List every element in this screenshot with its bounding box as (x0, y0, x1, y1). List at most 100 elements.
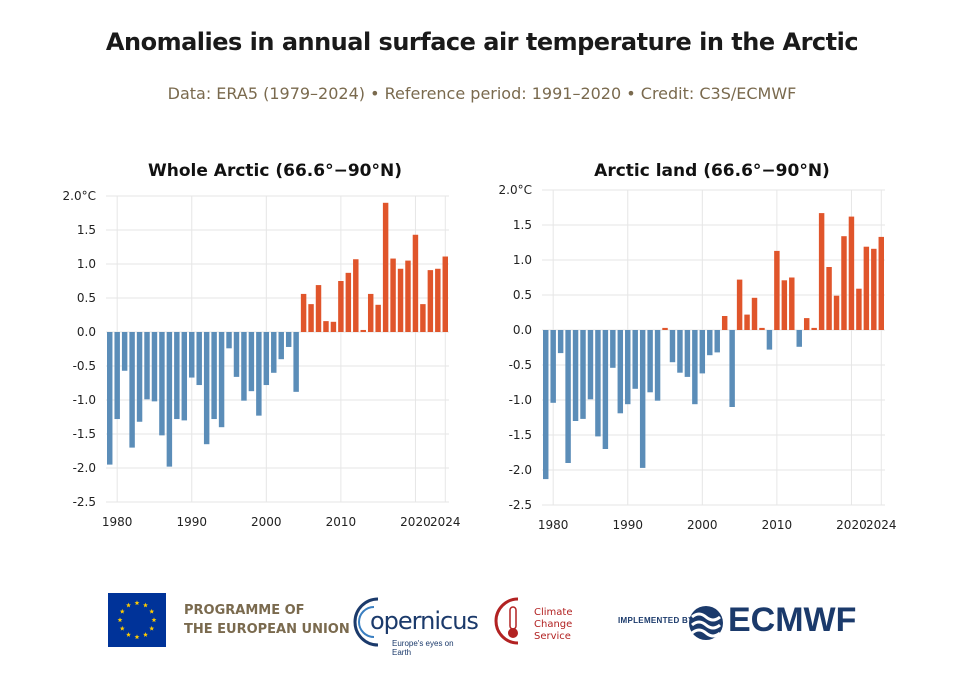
bar-2013 (360, 329, 366, 332)
bar-1999 (692, 330, 698, 405)
bar-2013 (796, 330, 802, 347)
eu-star-icon (119, 608, 125, 614)
bar-1987 (166, 332, 173, 467)
eu-star-icon (134, 600, 140, 606)
bar-2005 (736, 279, 743, 330)
eu-star-icon (143, 602, 148, 608)
y-tick-label: -0.5 (509, 358, 532, 372)
bar-1979 (107, 332, 113, 465)
c3s-logo: Climate Change Service (494, 593, 594, 649)
bar-2000 (699, 330, 706, 374)
bar-1990 (189, 332, 195, 378)
chart-title: Whole Arctic (66.6°−90°N) (148, 161, 402, 181)
chart-arctic-land: Arctic land (66.6°−90°N) 2.0°C 1.5 1.0 0.5 0.… (499, 161, 897, 532)
y-tick-label: 0.0 (513, 323, 532, 337)
y-tick-label: 1.0 (77, 257, 96, 271)
eu-flag-icon (108, 593, 166, 647)
x-tick-label: 2024 (430, 515, 461, 529)
bar-2014 (803, 318, 810, 330)
bar-2001 (271, 332, 277, 373)
y-tick-label: 1.0 (513, 253, 532, 267)
x-tick-label: 2000 (687, 518, 718, 532)
bar-1997 (241, 332, 247, 401)
chart-title: Arctic land (66.6°−90°N) (594, 161, 830, 181)
bar-1988 (610, 330, 616, 368)
y-tick-label: -1.5 (509, 428, 532, 442)
y-tick-label: -2.0 (73, 461, 96, 475)
x-tick-label: 1980 (538, 518, 569, 532)
bar-2012 (353, 259, 359, 332)
footer-logos: PROGRAMME OF THE EUROPEAN UNION opernicu… (0, 585, 964, 665)
bar-2019 (405, 260, 411, 332)
bar-1992 (639, 330, 646, 468)
bar-2000 (263, 332, 270, 386)
bar-2010 (774, 250, 780, 330)
bar-1982 (129, 332, 135, 448)
copernicus-tagline: Europe's eyes on Earth (392, 639, 454, 657)
subtitle: Data: ERA5 (1979–2024) • Reference perio… (167, 84, 797, 103)
bar-1990 (625, 330, 631, 405)
bar-2024 (442, 256, 448, 332)
bar-2016 (818, 213, 825, 330)
eu-star-icon (151, 617, 157, 623)
x-tick-label: 2020 (400, 515, 431, 529)
bar-1995 (226, 332, 232, 349)
thermometer-icon (494, 597, 519, 645)
bar-2022 (427, 270, 434, 332)
eu-star-icon (126, 632, 131, 637)
copernicus-c-icon (353, 597, 379, 647)
bar-1991 (196, 332, 202, 386)
bar-2023 (435, 268, 441, 332)
eu-star-icon (143, 632, 148, 637)
bar-2023 (871, 248, 877, 330)
eu-star-icon (117, 617, 123, 623)
bar-2004 (729, 330, 735, 407)
eu-star-icon (134, 634, 140, 640)
bar-2018 (397, 268, 404, 332)
x-tick-label: 2010 (326, 515, 357, 529)
bar-2008 (759, 327, 765, 330)
ecmwf-waves-icon (689, 606, 723, 640)
bar-1996 (233, 332, 240, 377)
bar-2003 (285, 332, 292, 347)
bar-2006 (744, 314, 750, 330)
bar-1996 (669, 330, 676, 363)
bar-1986 (595, 330, 601, 437)
bar-1997 (677, 330, 683, 373)
bar-1999 (256, 332, 262, 416)
bar-1991 (632, 330, 638, 389)
y-tick-label: 0.5 (513, 288, 532, 302)
bar-2015 (811, 327, 817, 330)
y-tick-label: -0.5 (73, 359, 96, 373)
main-title: Anomalies in annual surface air temperat… (105, 28, 859, 56)
copernicus-logo: opernicus Europe's eyes on Earth (348, 589, 479, 657)
bar-1984 (580, 330, 586, 419)
y-tick-label: 2.0°C (63, 189, 96, 203)
bar-1987 (602, 330, 609, 449)
bar-2006 (308, 304, 314, 332)
bar-1984 (144, 332, 150, 400)
x-tick-label: 1980 (102, 515, 133, 529)
y-tick-label: -1.0 (73, 393, 96, 407)
bar-2002 (278, 332, 284, 360)
charts-canvas: Whole Arctic (66.6°−90°N) 2.0°C 1.5 1.0 0.5 0… (63, 161, 897, 532)
ecmwf-wordmark: ECMWF (728, 601, 857, 639)
bar-1994 (218, 332, 225, 428)
bar-1989 (181, 332, 188, 421)
y-tick-label: 0.5 (77, 291, 96, 305)
chart-whole-arctic: Whole Arctic (66.6°−90°N) 2.0°C 1.5 1.0 0.5 0… (63, 161, 461, 529)
bar-1982 (565, 330, 571, 463)
y-tick-label: 0.0 (77, 325, 96, 339)
bar-2009 (766, 330, 773, 350)
y-tick-label: 2.0°C (499, 183, 532, 197)
bar-1998 (684, 330, 691, 377)
bar-2001 (707, 330, 713, 356)
x-tick-label: 1990 (176, 515, 207, 529)
bar-1983 (572, 330, 579, 421)
eu-text-line1: PROGRAMME OF (184, 603, 305, 618)
bar-1981 (121, 332, 128, 371)
y-tick-label: 1.5 (513, 218, 532, 232)
eu-star-icon (149, 608, 155, 614)
bar-1995 (662, 327, 668, 330)
implemented-by-text: IMPLEMENTED BY (618, 616, 694, 625)
